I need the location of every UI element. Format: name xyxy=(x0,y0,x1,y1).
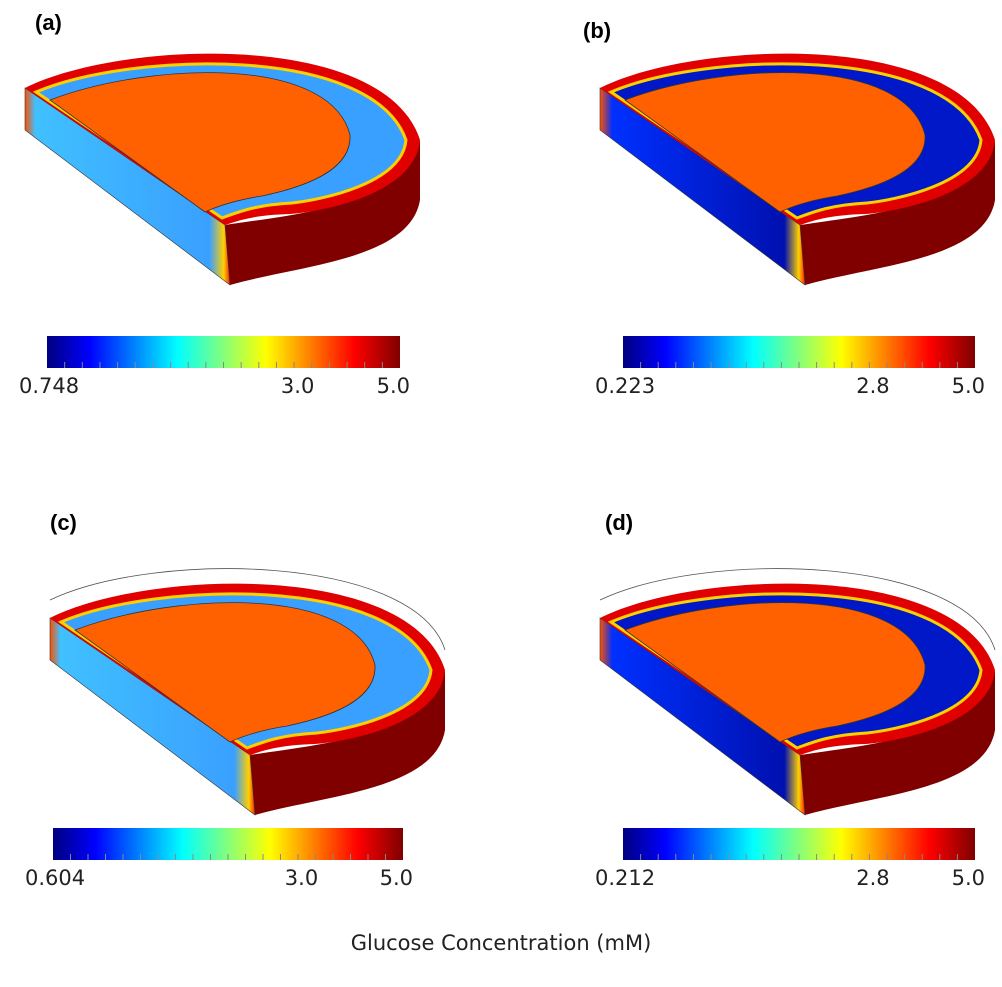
caption: Glucose Concentration (mM) xyxy=(351,931,652,955)
colorbar: 0.212 2.8 5.0 xyxy=(595,828,985,890)
top-inner xyxy=(49,72,351,213)
colorbar-max-label: 5.0 xyxy=(952,374,985,398)
colorbar-min-label: 0.212 xyxy=(595,866,655,890)
colorbar-max-label: 5.0 xyxy=(952,866,985,890)
domain-render xyxy=(599,568,996,816)
top-inner xyxy=(74,602,376,743)
side-face xyxy=(225,140,420,285)
top-inner xyxy=(624,72,926,213)
side-face xyxy=(800,140,995,285)
panel-label: (c) xyxy=(50,510,77,535)
side-face xyxy=(250,670,445,815)
domain-render xyxy=(24,53,420,286)
colorbar-mid-label: 3.0 xyxy=(281,374,314,398)
domain-render xyxy=(49,568,446,816)
colorbar: 0.223 2.8 5.0 xyxy=(595,336,985,398)
domain-render xyxy=(599,53,995,286)
colorbar-min-label: 0.604 xyxy=(25,866,85,890)
colorbar-max-label: 5.0 xyxy=(377,374,410,398)
panel-label: (a) xyxy=(35,10,62,35)
panel-label: (b) xyxy=(583,18,611,43)
colorbar-min-label: 0.223 xyxy=(595,374,655,398)
colorbar: 0.748 3.0 5.0 xyxy=(19,336,410,398)
front-face xyxy=(599,87,806,286)
colorbar-mid-label: 2.8 xyxy=(856,866,889,890)
wireframe xyxy=(599,568,996,651)
colorbar-mid-label: 2.8 xyxy=(856,374,889,398)
panel-label: (d) xyxy=(605,510,633,535)
top-inner xyxy=(624,602,926,743)
colorbar-mid-label: 3.0 xyxy=(285,866,318,890)
colorbar-max-label: 5.0 xyxy=(380,866,413,890)
colorbar: 0.604 3.0 5.0 xyxy=(25,828,413,890)
wireframe xyxy=(49,568,446,651)
colorbar-min-label: 0.748 xyxy=(19,374,79,398)
side-face xyxy=(800,670,995,815)
